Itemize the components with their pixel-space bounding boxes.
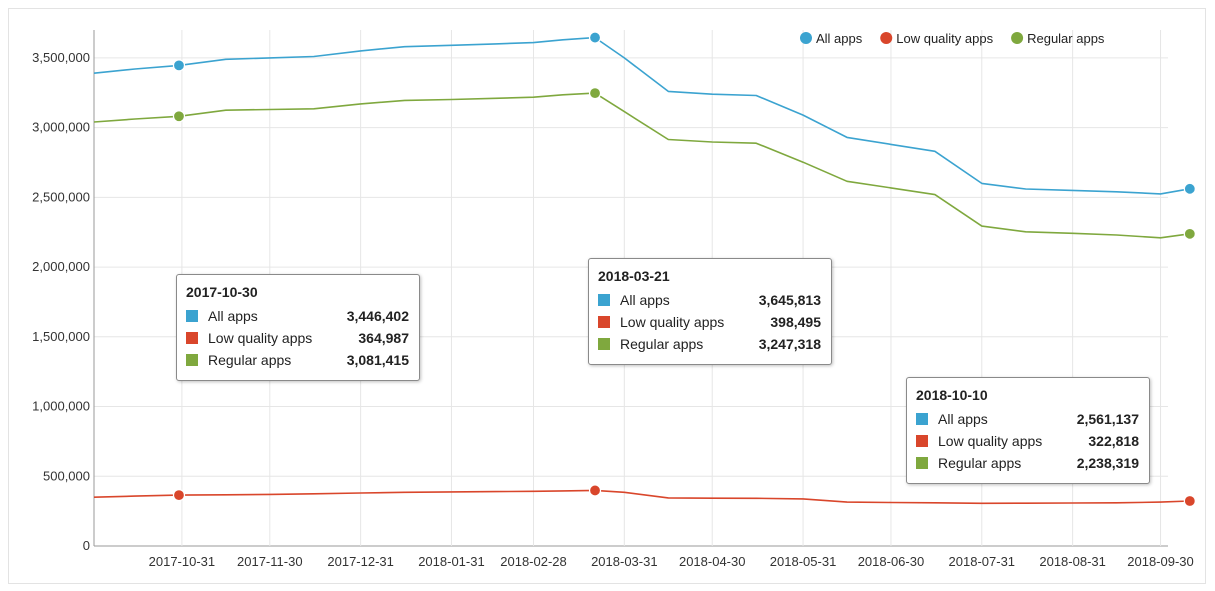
tooltip-series-value: 3,446,402 [346,308,409,324]
y-tick-label: 500,000 [43,468,90,483]
series-swatch [598,294,610,306]
data-point-marker [1183,227,1196,240]
series-swatch [186,332,198,344]
legend-label: Regular apps [1027,31,1105,46]
tooltip-series-name: All apps [938,411,988,427]
y-tick-label: 0 [83,538,90,553]
tooltip-date: 2018-03-21 [598,268,670,284]
tooltip-3: 2018-10-10 All apps 2,561,137 Low qualit… [906,377,1150,484]
tooltip-1: 2017-10-30 All apps 3,446,402 Low qualit… [176,274,420,381]
series-swatch [186,310,198,322]
x-tick-label: 2017-11-30 [237,554,303,569]
tooltip-series-name: All apps [620,292,670,308]
data-point-marker [588,31,602,44]
x-tick-label: 2018-06-30 [858,554,925,569]
tooltip-series-name: Regular apps [938,455,1022,471]
data-point-marker [172,488,186,502]
y-tick-label: 2,000,000 [32,259,90,274]
tooltip-row-all-apps: All apps 3,446,402 [186,305,409,327]
legend-label: Low quality apps [896,31,993,46]
tooltip-series-value: 3,645,813 [758,292,821,308]
tooltip-row-regular-apps: Regular apps 3,247,318 [598,333,821,355]
tooltip-row-all-apps: All apps 3,645,813 [598,289,821,311]
tooltip-series-name: Regular apps [620,336,704,352]
tooltip-series-value: 322,818 [1088,433,1139,449]
tooltip-series-name: Regular apps [208,352,292,368]
y-tick-label: 3,000,000 [32,120,90,135]
data-point-marker [172,110,186,123]
x-tick-label: 2018-05-31 [770,554,837,569]
series-line-all-apps [93,36,1190,195]
tooltip-row-regular-apps: Regular apps 2,238,319 [916,452,1139,474]
x-tick-label: 2017-10-31 [149,554,216,569]
series-swatch [598,316,610,328]
x-tick-label: 2018-02-28 [500,554,567,569]
series-swatch [916,413,928,425]
series-swatch [598,338,610,350]
x-tick-label: 2018-08-31 [1039,554,1106,569]
x-tick-label: 2017-12-31 [327,554,394,569]
data-point-marker [1183,182,1196,195]
tooltip-row-low-quality-apps: Low quality apps 398,495 [598,311,821,333]
tooltip-series-value: 2,238,319 [1076,455,1139,471]
tooltip-series-value: 364,987 [358,330,409,346]
series-line-regular-apps [93,92,1190,239]
series-swatch [186,354,198,366]
tooltip-date: 2017-10-30 [186,284,258,300]
tooltip-series-name: All apps [208,308,258,324]
tooltip-series-name: Low quality apps [938,433,1043,449]
x-tick-label: 2018-03-31 [591,554,658,569]
tooltip-row-low-quality-apps: Low quality apps 322,818 [916,430,1139,452]
legend-marker [1011,32,1024,44]
data-point-marker [1183,494,1196,508]
tooltip-row-all-apps: All apps 2,561,137 [916,408,1139,430]
tooltip-row-regular-apps: Regular apps 3,081,415 [186,349,409,371]
tooltip-2: 2018-03-21 All apps 3,645,813 Low qualit… [588,258,832,365]
legend-marker [880,32,893,44]
x-tick-label: 2018-04-30 [679,554,746,569]
data-point-marker [588,484,602,497]
x-tick-label: 2018-09-30 [1127,554,1194,569]
tooltip-date: 2018-10-10 [916,387,988,403]
x-tick-label: 2018-07-31 [949,554,1016,569]
tooltip-series-value: 3,247,318 [758,336,821,352]
legend-label: All apps [816,31,863,46]
y-tick-label: 3,500,000 [32,50,90,65]
x-tick-label: 2018-01-31 [418,554,485,569]
series-swatch [916,435,928,447]
series-line-low-quality-apps [93,489,1190,505]
tooltip-row-low-quality-apps: Low quality apps 364,987 [186,327,409,349]
tooltip-series-value: 398,495 [770,314,821,330]
tooltip-series-value: 3,081,415 [346,352,409,368]
data-point-marker [172,59,186,72]
y-tick-label: 2,500,000 [32,189,90,204]
legend-marker [800,32,812,44]
y-tick-label: 1,500,000 [32,329,90,344]
tooltip-series-name: Low quality apps [208,330,313,346]
tooltip-series-value: 2,561,137 [1076,411,1139,427]
tooltip-series-name: Low quality apps [620,314,725,330]
series-swatch [916,457,928,469]
data-point-marker [588,87,602,100]
y-tick-label: 1,000,000 [32,399,90,414]
